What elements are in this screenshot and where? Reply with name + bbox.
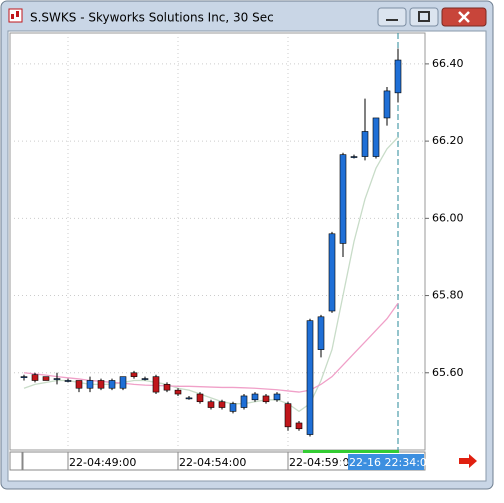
candle-body — [64, 380, 72, 382]
indicator-line — [23, 302, 399, 393]
candle-body — [20, 376, 28, 378]
candle-body — [328, 233, 336, 312]
candle-body — [306, 320, 314, 435]
minimize-button[interactable] — [377, 7, 407, 27]
cursor-label-bg — [348, 454, 424, 470]
candle-body — [97, 380, 105, 389]
candle-body — [317, 316, 325, 350]
candle-body — [53, 378, 61, 380]
y-tick-label: 66.40 — [432, 57, 464, 70]
session-bar — [303, 450, 399, 453]
candle-body — [251, 393, 259, 401]
scroll-right-arrow[interactable] — [459, 454, 477, 468]
candle-body — [163, 384, 171, 391]
scroll-box[interactable] — [9, 451, 23, 471]
x-tick-label: 22-04:49:00 — [69, 456, 136, 469]
candle-body — [284, 403, 292, 428]
x-tick-label: 22-04:59:00 — [289, 456, 356, 469]
candle-body — [141, 378, 149, 380]
candle-body — [108, 380, 116, 389]
candle-body — [174, 389, 182, 395]
indicator-line — [23, 136, 399, 413]
candle-body — [152, 376, 160, 393]
candle-body — [240, 395, 248, 408]
candle-body — [339, 154, 347, 244]
candle-body — [394, 59, 402, 94]
y-tick-label: 65.80 — [432, 289, 464, 302]
candle-body — [383, 90, 391, 119]
candle-body — [42, 376, 50, 381]
candle-body — [75, 380, 83, 389]
candle-body — [262, 395, 270, 403]
candle-body — [372, 117, 380, 157]
y-tick-label: 66.00 — [432, 211, 464, 224]
app-icon-bar — [16, 11, 19, 17]
candle-body — [218, 401, 226, 408]
time-axis — [22, 451, 426, 471]
candle-body — [350, 156, 358, 158]
y-tick-label: 66.20 — [432, 134, 464, 147]
candle-body — [130, 372, 138, 377]
y-tick-label: 65.60 — [432, 366, 464, 379]
candle-body — [196, 393, 204, 403]
candle-body — [295, 422, 303, 430]
app-icon-bar — [11, 14, 14, 19]
candle-body — [31, 374, 39, 381]
app-icon — [8, 8, 23, 23]
candle-body — [207, 401, 215, 408]
plot: 65.60 65.80 66.00 66.20 66.40 22-04:49:00 22-0… — [10, 33, 464, 470]
maximize-button[interactable] — [409, 7, 439, 27]
window-title: S.SWKS - Skyworks Solutions Inc, 30 Sec — [30, 11, 274, 25]
candle-body — [361, 131, 369, 157]
x-tick-label: 22-04:54:00 — [179, 456, 246, 469]
candle-body — [185, 397, 193, 400]
cursor-label: 6-22-16 22:34:00 — [338, 456, 434, 469]
candle-body — [229, 403, 237, 412]
candle-body — [86, 380, 94, 389]
candle-body — [273, 393, 281, 401]
close-icon — [458, 11, 470, 23]
maximize-icon — [418, 11, 430, 22]
candle-body — [119, 376, 127, 389]
